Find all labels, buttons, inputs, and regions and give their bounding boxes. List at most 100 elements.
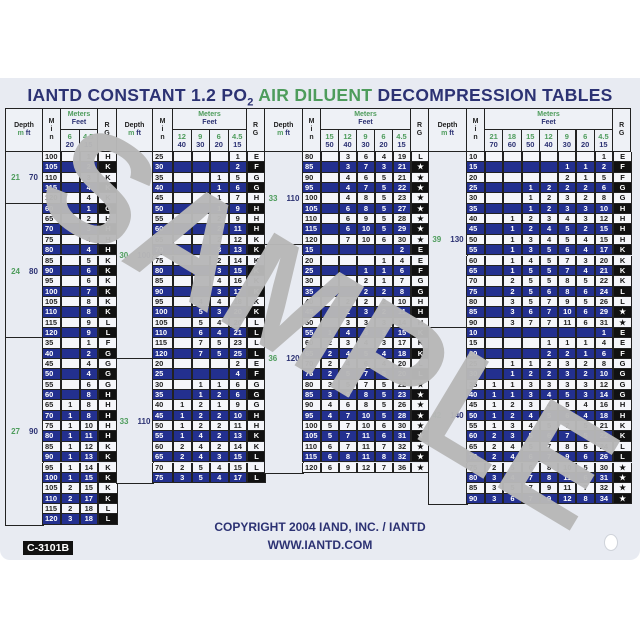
stop-header: 15 50 <box>320 129 339 152</box>
rg-letter: G <box>252 130 259 137</box>
min-letter: i <box>161 126 164 133</box>
bottom-time-cell: 65 <box>152 234 173 246</box>
stop-time-cell: 2 <box>228 162 247 173</box>
stop-time-cell: 1 <box>61 441 80 453</box>
depth-units: m ft <box>18 130 31 138</box>
stop-time-cell <box>61 234 80 246</box>
bottom-time-cell: 65 <box>302 348 321 359</box>
stop-time-cell: 1 <box>485 410 504 422</box>
stop-time-cell <box>485 193 504 204</box>
stop-time-cell: 1 <box>79 338 98 349</box>
stop-time-cell: 7 <box>558 255 577 266</box>
stop-feet: 50 <box>325 139 334 149</box>
bottom-time-cell: 95 <box>302 183 321 194</box>
stop-time-cell: 7 <box>558 265 577 277</box>
stop-time-cell: 5 <box>321 421 339 432</box>
table-row: 110 8 K <box>42 307 118 318</box>
stop-time-cell: 2 <box>321 338 339 349</box>
stop-time-cell: 6 <box>339 203 357 215</box>
stop-time-cell: 29 <box>393 224 411 235</box>
bottom-time-cell: 100 <box>302 193 321 204</box>
table-row: 115 2 18 L <box>42 503 118 515</box>
stop-time-cell: 22 <box>594 276 614 287</box>
stop-time-cell: 5 <box>321 431 339 442</box>
depth-label: Depth <box>273 122 294 129</box>
table-row: 60 1 G <box>42 203 118 215</box>
bottom-time-cell: 115 <box>42 317 61 328</box>
stop-time-cell: 14 <box>393 317 411 328</box>
stop-time-cell: 15 <box>594 234 614 246</box>
stop-time-cell: 5 <box>539 421 559 432</box>
stop-time-cell: 8 <box>339 452 357 463</box>
table-row: 90 1 13 K <box>42 452 118 463</box>
stop-time-cell <box>321 245 339 256</box>
table-row: 95 1 14 K <box>42 462 118 473</box>
bottom-time-cell: 30 <box>152 379 173 391</box>
table-row: 110 6 7 11 7 32 ★ <box>302 441 430 453</box>
bottom-time-cell: 30 <box>466 193 485 204</box>
table-row: 85 3 5 7 9 11 7 32 ★ <box>466 483 633 494</box>
bottom-time-cell: 105 <box>302 203 321 215</box>
stop-time-cell: 7 <box>539 452 559 463</box>
stop-time-cell: 20 <box>228 307 247 318</box>
stop-time-cell: 4 <box>191 431 210 442</box>
bottom-time-cell: 90 <box>42 452 61 463</box>
bottom-time-cell: 55 <box>152 431 173 442</box>
feet-unit: ft <box>285 130 290 137</box>
repetitive-group-cell: G <box>613 369 633 380</box>
stop-meters: 4.5 <box>232 131 243 141</box>
stop-time-cell: 5 <box>375 203 393 215</box>
stop-time-cell: 4 <box>539 390 559 401</box>
stop-time-cell <box>173 224 192 235</box>
stop-time-cell: 31 <box>594 472 614 484</box>
stop-time-cell: 3 <box>485 472 504 484</box>
repetitive-group-cell: G <box>98 348 118 359</box>
stop-time-cell: 21 <box>594 265 614 277</box>
stop-time-cell <box>61 276 80 287</box>
stop-time-cell <box>173 286 192 297</box>
rg-letter: R <box>619 122 625 129</box>
stop-time-cell: 3 <box>576 379 595 391</box>
bottom-time-cell: 75 <box>152 255 173 266</box>
stop-time-cell <box>61 379 80 391</box>
min-letter: n <box>309 134 314 141</box>
table-row: 50 1 3 4 5 4 15 H <box>466 234 633 246</box>
repetitive-group-cell: H <box>98 152 118 163</box>
stop-time-cell: 2 <box>321 359 339 370</box>
meters-unit: m <box>17 130 24 137</box>
stop-time-cell: 1 <box>521 183 540 194</box>
stop-time-cell: 17 <box>393 338 411 349</box>
page-title: IANTD CONSTANT 1.2 PO2 AIR DILUENT DECOM… <box>0 85 640 109</box>
table-row: 75 4 H <box>42 234 118 246</box>
stop-time-cell <box>485 338 504 349</box>
bottom-time-cell: 75 <box>42 234 61 246</box>
stop-time-cell: 3 <box>375 162 393 173</box>
stop-time-cell: 18 <box>79 503 98 515</box>
bottom-time-cell: 60 <box>42 390 61 401</box>
bottom-time-cell: 65 <box>152 452 173 463</box>
bottom-time-cell: 15 <box>302 245 321 256</box>
stop-header: 9 30 <box>190 129 210 152</box>
table-row: 45 4 G <box>42 359 118 370</box>
stop-time-cell: 4 <box>521 410 540 422</box>
table-row: 80 3 5 7 5 22 ★ <box>302 379 430 391</box>
stop-time-cell: 15 <box>228 452 247 463</box>
bottom-time-cell: 30 <box>466 369 485 380</box>
stop-time-cell: 5 <box>576 431 595 442</box>
table-row: 100 7 K <box>42 286 118 297</box>
stop-time-cell: 10 <box>79 421 98 432</box>
repetitive-group-cell: H <box>98 431 118 442</box>
stop-time-cell: 1 <box>173 421 192 432</box>
stop-time-cell: 2 <box>539 359 559 370</box>
stop-time-cell: 2 <box>210 410 229 422</box>
stop-time-cell: 3 <box>485 493 504 504</box>
stop-time-cell <box>521 172 540 184</box>
stop-time-cell: 5 <box>375 214 393 225</box>
table-row: 65 2 H <box>42 214 118 225</box>
stop-time-cell: 5 <box>558 390 577 401</box>
stop-time-cell: 4 <box>594 338 614 349</box>
stop-time-cell: 2 <box>539 183 559 194</box>
repetitive-group-cell: L <box>613 296 633 308</box>
depth-units: m ft <box>277 130 290 138</box>
meters-label: Meters <box>354 111 377 118</box>
